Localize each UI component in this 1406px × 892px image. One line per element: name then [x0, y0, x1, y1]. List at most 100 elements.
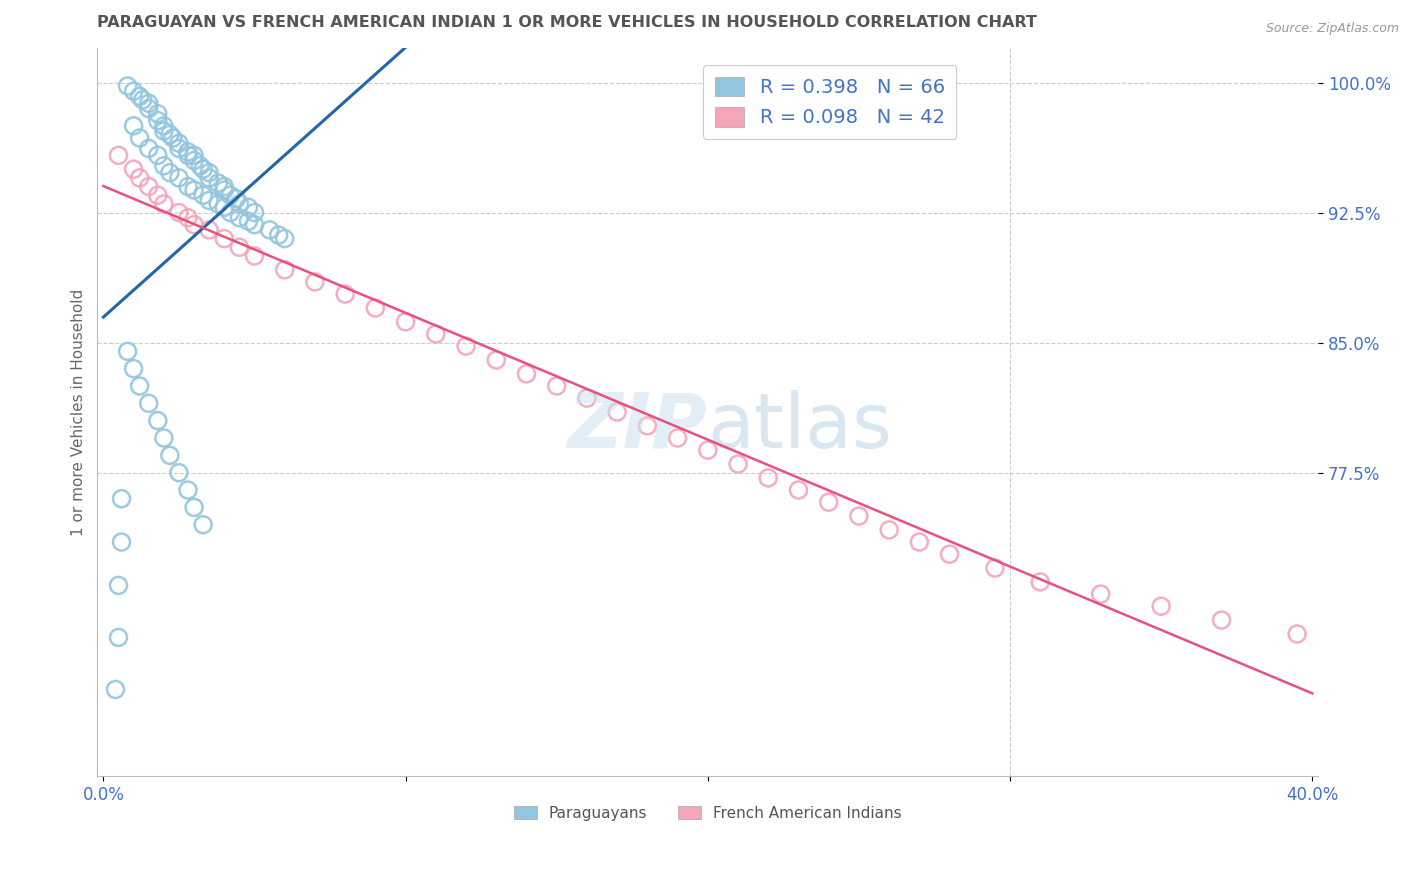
Point — [228, 197, 250, 211]
Point — [177, 483, 200, 497]
Point — [666, 431, 689, 445]
Point — [575, 391, 598, 405]
Point — [214, 231, 236, 245]
Point — [243, 205, 266, 219]
Point — [128, 379, 150, 393]
Point — [128, 89, 150, 103]
Point — [146, 107, 169, 121]
Point — [207, 176, 229, 190]
Point — [131, 93, 153, 107]
Point — [259, 223, 281, 237]
Point — [146, 113, 169, 128]
Point — [177, 179, 200, 194]
Point — [177, 148, 200, 162]
Point — [167, 170, 190, 185]
Point — [110, 491, 132, 506]
Point — [228, 211, 250, 225]
Point — [122, 361, 145, 376]
Point — [122, 84, 145, 98]
Point — [153, 124, 176, 138]
Point — [727, 457, 749, 471]
Point — [267, 228, 290, 243]
Point — [162, 131, 184, 145]
Point — [183, 148, 205, 162]
Point — [159, 448, 181, 462]
Point — [274, 262, 297, 277]
Point — [198, 194, 221, 208]
Text: ZIP: ZIP — [568, 390, 707, 464]
Point — [908, 535, 931, 549]
Point — [138, 396, 160, 410]
Point — [153, 431, 176, 445]
Point — [117, 78, 139, 93]
Point — [394, 315, 416, 329]
Point — [153, 119, 176, 133]
Point — [546, 379, 568, 393]
Point — [183, 183, 205, 197]
Point — [183, 500, 205, 515]
Point — [274, 231, 297, 245]
Point — [207, 197, 229, 211]
Point — [177, 211, 200, 225]
Point — [110, 535, 132, 549]
Point — [243, 249, 266, 263]
Point — [984, 561, 1007, 575]
Point — [167, 466, 190, 480]
Point — [107, 148, 129, 162]
Point — [848, 509, 870, 524]
Point — [122, 162, 145, 177]
Point — [1286, 627, 1309, 641]
Point — [107, 631, 129, 645]
Point — [146, 414, 169, 428]
Point — [146, 148, 169, 162]
Point — [304, 275, 326, 289]
Point — [167, 136, 190, 151]
Point — [191, 188, 214, 202]
Point — [515, 367, 537, 381]
Text: PARAGUAYAN VS FRENCH AMERICAN INDIAN 1 OR MORE VEHICLES IN HOUSEHOLD CORRELATION: PARAGUAYAN VS FRENCH AMERICAN INDIAN 1 O… — [97, 15, 1038, 30]
Point — [198, 223, 221, 237]
Point — [138, 102, 160, 116]
Point — [104, 682, 127, 697]
Point — [696, 443, 718, 458]
Point — [877, 523, 900, 537]
Point — [214, 183, 236, 197]
Point — [146, 188, 169, 202]
Legend: Paraguayans, French American Indians: Paraguayans, French American Indians — [508, 799, 908, 827]
Point — [183, 218, 205, 232]
Point — [153, 159, 176, 173]
Point — [138, 141, 160, 155]
Point — [128, 131, 150, 145]
Point — [606, 405, 628, 419]
Point — [454, 339, 477, 353]
Point — [238, 200, 260, 214]
Point — [128, 170, 150, 185]
Point — [636, 418, 658, 433]
Point — [756, 471, 779, 485]
Point — [198, 166, 221, 180]
Point — [177, 145, 200, 159]
Text: Source: ZipAtlas.com: Source: ZipAtlas.com — [1265, 22, 1399, 36]
Point — [1090, 587, 1112, 601]
Point — [153, 197, 176, 211]
Point — [198, 170, 221, 185]
Point — [167, 205, 190, 219]
Point — [1211, 613, 1233, 627]
Point — [238, 214, 260, 228]
Point — [817, 495, 839, 509]
Point — [107, 578, 129, 592]
Point — [219, 188, 242, 202]
Point — [191, 162, 214, 177]
Point — [167, 141, 190, 155]
Text: atlas: atlas — [707, 390, 893, 464]
Point — [225, 192, 247, 206]
Point — [485, 353, 508, 368]
Point — [243, 218, 266, 232]
Point — [159, 166, 181, 180]
Point — [183, 153, 205, 168]
Point — [117, 344, 139, 359]
Point — [219, 205, 242, 219]
Point — [228, 240, 250, 254]
Point — [188, 159, 211, 173]
Point — [138, 96, 160, 111]
